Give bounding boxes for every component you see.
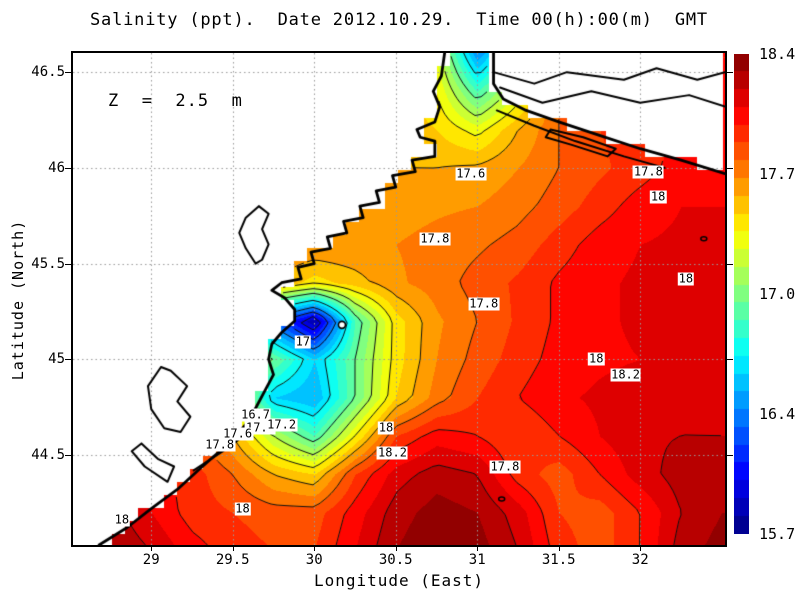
y-tick-label: 45	[48, 351, 65, 368]
tick-mark	[65, 455, 71, 457]
x-tick-label: 32	[631, 552, 649, 568]
contour-label: 16.7	[240, 407, 271, 422]
contour-label: 17.8	[632, 164, 664, 179]
tick-mark	[65, 359, 71, 361]
contour-label: 18	[234, 501, 251, 516]
contour-label: 17.6	[222, 426, 254, 441]
tick-mark	[477, 545, 479, 551]
tick-mark	[727, 72, 733, 74]
tick-mark	[65, 263, 71, 265]
colorbar-tick-label: 15.7	[759, 525, 796, 543]
tick-mark	[727, 455, 733, 457]
contour-label-layer: 17.6 17.8 18 17.8 17.8 18 17 18 18.2 18 18.2 17.8 16…	[73, 53, 725, 545]
tick-mark	[395, 545, 397, 551]
tick-mark	[558, 545, 560, 551]
tick-mark	[727, 263, 733, 265]
tick-mark	[727, 359, 733, 361]
x-tick-label: 30	[305, 552, 323, 568]
colorbar-tick-label: 17.0	[759, 285, 796, 303]
colorbar-tick-label: 18.4	[759, 45, 796, 63]
x-axis-label: Longitude (East)	[313, 571, 485, 590]
contour-label: 18.2	[377, 445, 408, 460]
map-plot-area: 17.6 17.8 18 17.8 17.8 18 17 18 18.2 18 18.2 17.8 16…	[71, 51, 727, 547]
x-tick-label: 29.5	[215, 552, 250, 568]
contour-label: 17.8	[489, 459, 521, 473]
x-tick-label: 30.5	[378, 552, 413, 568]
salinity-field-canvas	[73, 53, 725, 545]
tick-mark	[65, 167, 71, 169]
tick-mark	[151, 545, 153, 551]
x-tick-label: 29	[142, 552, 160, 568]
colorbar	[734, 54, 749, 534]
contour-label: 18	[649, 189, 667, 204]
colorbar-tick-label: 16.4	[759, 405, 796, 423]
tick-mark	[314, 545, 316, 551]
y-tick-label: 46.5	[31, 64, 65, 81]
y-tick-label: 44.5	[31, 447, 65, 464]
contour-label: 17.8	[468, 296, 500, 311]
colorbar-tick-label: 17.7	[759, 165, 796, 183]
tick-mark	[640, 545, 642, 551]
tick-mark	[232, 545, 234, 551]
plot-title: Salinity (ppt). Date 2012.10.29. Time 00…	[90, 10, 708, 30]
contour-label: 18	[587, 351, 605, 366]
contour-label: 18	[377, 420, 395, 435]
depth-annotation: Z = 2.5 m	[108, 91, 243, 111]
contour-label: 18	[677, 271, 695, 286]
x-tick-label: 31.5	[541, 552, 576, 568]
contour-label: 17.8	[204, 437, 236, 452]
contour-label: 17	[294, 334, 312, 349]
contour-label: 18	[113, 512, 131, 527]
contour-label: 17.8	[419, 231, 451, 246]
tick-mark	[65, 72, 71, 74]
y-axis-label: Latitude (North)	[9, 219, 27, 381]
y-tick-label: 46	[48, 159, 65, 176]
tick-mark	[727, 167, 733, 169]
y-tick-label: 45.5	[31, 255, 65, 272]
x-tick-label: 31	[468, 552, 486, 568]
contour-label: 18.2	[610, 367, 642, 382]
contour-label: 17.2	[266, 417, 298, 432]
contour-label: 17.6	[455, 166, 487, 181]
